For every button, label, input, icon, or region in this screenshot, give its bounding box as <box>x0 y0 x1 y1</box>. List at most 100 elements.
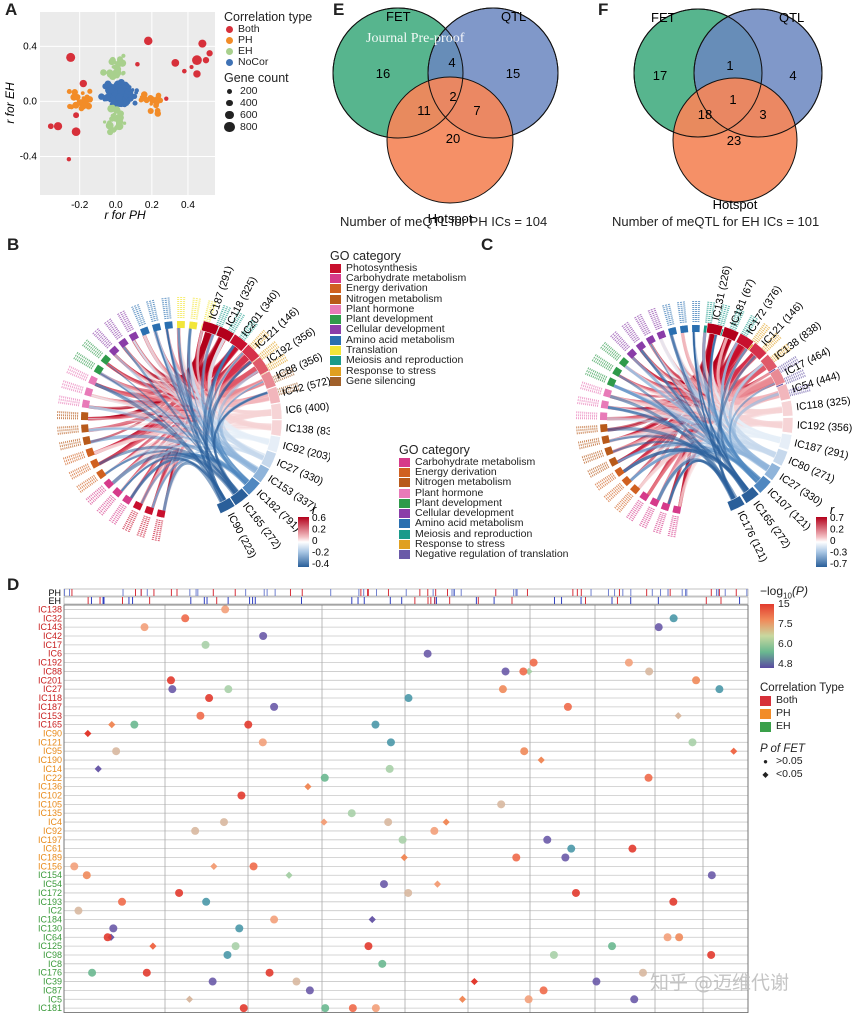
gene-label-mark <box>121 309 134 330</box>
point-ph <box>139 95 144 99</box>
point-eh <box>114 126 118 131</box>
chord-link <box>165 328 226 501</box>
gene-segment <box>81 428 89 433</box>
ic-label: IC131 (226) <box>710 265 733 322</box>
gene-label-mark <box>599 345 619 361</box>
row-label: IC2 <box>48 906 62 916</box>
ic-arc <box>270 402 283 420</box>
gene-label-mark <box>577 395 600 403</box>
gene-label-mark <box>586 461 608 473</box>
venn-e-caption: Number of meQTL for PH ICs = 104 <box>340 214 548 229</box>
gene-segment <box>612 370 620 377</box>
corr-type-legend-title: Correlation type <box>224 10 313 24</box>
gene-label-mark <box>164 296 169 319</box>
corr-label: EH <box>776 720 791 733</box>
point-ph <box>154 95 162 103</box>
gene-segment <box>132 500 139 509</box>
gene-segment <box>81 404 90 409</box>
qtl-point <box>498 685 507 694</box>
venn-e: FET QTL Hotspot 16 4 15 2 11 7 20 <box>332 7 559 226</box>
venn-e-fet-qtl: 4 <box>448 55 455 70</box>
gene-label-mark <box>709 301 716 324</box>
gene-label-mark <box>658 513 667 535</box>
go-label: Energy derivation <box>415 465 497 478</box>
gene-label-mark <box>745 317 759 337</box>
gene-segment <box>86 449 94 455</box>
corr-label: Both <box>776 694 798 707</box>
go-label: Carbohydrate metabolism <box>415 455 536 468</box>
gene-label-mark <box>61 451 84 460</box>
y-tick-label: -0.4 <box>20 151 38 162</box>
qtl-point <box>430 826 439 835</box>
gene-label-mark <box>670 515 677 538</box>
row-label: IC90 <box>43 728 62 738</box>
fet-legend-item: ◆ <0.05 <box>760 768 856 781</box>
row-label: IC4 <box>48 817 62 827</box>
point-eh <box>112 112 117 117</box>
p-legend-title-sub: 10 <box>783 591 792 601</box>
point-ph <box>153 102 159 109</box>
gene-label-mark <box>783 368 805 380</box>
gene-label-mark <box>81 343 100 359</box>
venn-f-fet-hot: 18 <box>698 107 712 122</box>
row-label: IC87 <box>43 985 62 995</box>
p-legend-title-end: (P) <box>791 584 808 598</box>
panel-a-ylabel: r for EH <box>3 82 17 124</box>
x-tick-label: 0.2 <box>145 200 159 211</box>
point-ph <box>80 91 85 96</box>
point-ph <box>142 94 147 98</box>
go-swatch <box>330 294 341 304</box>
gene-segment <box>639 491 646 499</box>
gene-label-mark <box>78 478 98 494</box>
gene-segment <box>639 341 647 349</box>
gene-label-mark <box>575 414 598 418</box>
gene-label-mark <box>93 329 111 347</box>
go-swatch <box>330 325 341 335</box>
qtl-point <box>109 924 118 933</box>
point-eh <box>105 121 114 130</box>
ic-label: IC138 (838) <box>285 422 330 438</box>
qtl-diamond <box>674 712 682 720</box>
gene-label-mark <box>719 303 728 326</box>
eh-track <box>63 596 749 605</box>
qtl-point <box>571 888 580 897</box>
legend-label: Both <box>238 23 260 35</box>
gene-label-mark <box>576 401 599 407</box>
go-legend-item: Amino acid metabolism <box>330 334 466 345</box>
qtl-point <box>224 685 233 694</box>
qtl-point <box>175 888 184 897</box>
go-label: Meiosis and reproduction <box>415 527 533 540</box>
go-swatch <box>330 346 341 356</box>
row-label: IC125 <box>38 941 62 951</box>
corr-swatch <box>760 695 771 706</box>
row-label: IC189 <box>38 853 62 863</box>
r-tick: 0.7 <box>830 513 844 524</box>
qtl-point <box>88 968 97 977</box>
gene-segment <box>98 472 107 480</box>
gene-label-mark <box>127 512 139 534</box>
gene-segment <box>135 501 141 510</box>
point-both <box>164 96 169 101</box>
ic-arc <box>776 383 791 402</box>
row-label: IC187 <box>38 702 62 712</box>
qtl-diamond <box>304 783 312 791</box>
gene-label-mark <box>96 327 113 346</box>
gene-label-mark <box>722 304 731 327</box>
gene-label-mark <box>59 443 82 451</box>
gene-label-mark <box>220 306 232 328</box>
go-legend-item: Gene silencing <box>330 375 466 386</box>
gene-label-mark <box>56 410 79 415</box>
point-nocor <box>123 99 130 107</box>
gene-segment <box>653 499 660 507</box>
qtl-point <box>669 614 678 623</box>
gene-label-mark <box>770 343 789 359</box>
gene-label-mark <box>130 305 142 327</box>
gene-label-mark <box>151 519 159 542</box>
ic-arc <box>760 354 778 373</box>
qtl-point <box>524 995 533 1004</box>
qtl-point <box>321 1004 330 1013</box>
gene-label-mark <box>110 504 125 524</box>
gene-label-mark <box>641 507 653 529</box>
point-both <box>71 127 81 137</box>
venn-f-hot-only: 23 <box>727 133 741 148</box>
